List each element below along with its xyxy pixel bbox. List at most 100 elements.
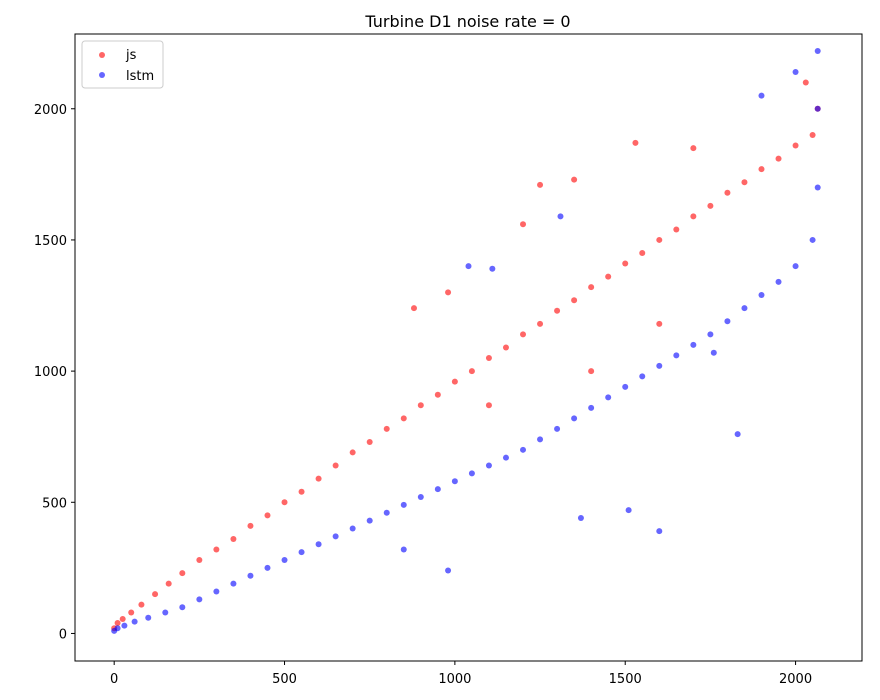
- series-js: [111, 79, 821, 632]
- data-point-lstm: [247, 572, 254, 579]
- data-point-lstm: [690, 341, 697, 348]
- data-point-lstm: [434, 486, 441, 493]
- data-point-js: [400, 415, 407, 422]
- data-point-js: [656, 320, 663, 327]
- data-point-lstm: [162, 609, 169, 616]
- data-point-lstm: [625, 507, 632, 514]
- data-point-lstm: [814, 48, 821, 55]
- data-point-js: [707, 202, 714, 209]
- data-point-js: [554, 307, 561, 314]
- data-point-lstm: [264, 564, 271, 571]
- data-point-lstm: [196, 596, 203, 603]
- data-point-lstm: [281, 556, 288, 563]
- data-point-js: [230, 536, 237, 543]
- data-point-lstm: [121, 622, 128, 629]
- data-point-js: [349, 449, 356, 456]
- data-point-js: [114, 619, 121, 626]
- data-point-lstm: [724, 318, 731, 325]
- data-point-js: [485, 402, 492, 409]
- data-point-js: [119, 616, 126, 623]
- data-point-lstm: [741, 305, 748, 312]
- legend-label-lstm: lstm: [126, 69, 154, 84]
- legend: js lstm: [81, 40, 164, 89]
- data-point-lstm: [734, 431, 741, 438]
- data-point-lstm: [366, 517, 373, 524]
- data-point-js: [775, 155, 782, 162]
- data-point-js: [445, 289, 452, 296]
- x-tick-label: 500: [272, 672, 297, 687]
- data-point-lstm: [131, 618, 138, 625]
- data-point-js: [502, 344, 509, 351]
- data-point-js: [165, 580, 172, 587]
- data-point-lstm: [707, 331, 714, 338]
- data-point-lstm: [451, 478, 458, 485]
- x-tick-label: 1000: [438, 672, 471, 687]
- data-point-lstm: [465, 263, 472, 270]
- data-point-js: [138, 601, 145, 608]
- data-point-js: [639, 250, 646, 257]
- data-point-lstm: [489, 265, 496, 272]
- data-point-js: [622, 260, 629, 267]
- data-point-js: [468, 368, 475, 375]
- data-point-lstm: [400, 501, 407, 508]
- data-point-lstm: [145, 614, 152, 621]
- data-point-lstm: [622, 383, 629, 390]
- data-point-lstm: [588, 404, 595, 411]
- data-point-lstm: [298, 549, 305, 556]
- data-point-js: [809, 132, 816, 139]
- data-point-js: [179, 570, 186, 577]
- data-point-js: [537, 181, 544, 188]
- data-point-lstm: [332, 533, 339, 540]
- data-point-lstm: [577, 515, 584, 522]
- data-point-js: [128, 609, 135, 616]
- data-point-lstm: [520, 446, 527, 453]
- data-point-lstm: [502, 454, 509, 461]
- y-tick-label: 1000: [34, 365, 67, 380]
- data-point-lstm: [814, 105, 821, 112]
- legend-label-js: js: [125, 48, 137, 63]
- data-point-js: [281, 499, 288, 506]
- series-lstm: [111, 48, 821, 634]
- data-point-lstm: [557, 213, 564, 220]
- data-point-js: [588, 368, 595, 375]
- data-point-js: [451, 378, 458, 385]
- data-point-lstm: [758, 292, 765, 299]
- data-point-lstm: [213, 588, 220, 595]
- data-point-js: [264, 512, 271, 519]
- data-point-js: [298, 488, 305, 495]
- y-tick-label: 1500: [34, 234, 67, 249]
- y-tick-label: 500: [42, 496, 67, 511]
- data-point-lstm: [114, 625, 121, 632]
- data-point-lstm: [605, 394, 612, 401]
- data-point-js: [792, 142, 799, 149]
- data-point-lstm: [485, 462, 492, 469]
- data-point-lstm: [639, 373, 646, 380]
- data-point-js: [802, 79, 809, 86]
- points-layer: [111, 48, 821, 634]
- data-point-js: [520, 221, 527, 228]
- data-point-js: [315, 475, 322, 482]
- data-point-lstm: [400, 546, 407, 553]
- data-point-lstm: [445, 567, 452, 574]
- data-point-js: [571, 176, 578, 183]
- data-point-lstm: [710, 349, 717, 356]
- data-point-lstm: [758, 92, 765, 99]
- data-point-js: [520, 331, 527, 338]
- data-point-js: [383, 425, 390, 432]
- legend-marker-js: [99, 52, 105, 58]
- plot-frame: [74, 33, 863, 662]
- data-point-js: [673, 226, 680, 233]
- data-point-js: [741, 179, 748, 186]
- data-point-js: [605, 273, 612, 280]
- data-point-js: [410, 305, 417, 312]
- data-point-js: [366, 438, 373, 445]
- y-tick-label: 0: [59, 627, 67, 642]
- data-point-js: [656, 236, 663, 243]
- data-point-lstm: [315, 541, 322, 548]
- data-point-lstm: [571, 415, 578, 422]
- data-point-lstm: [468, 470, 475, 477]
- data-point-js: [152, 591, 159, 598]
- data-point-lstm: [656, 528, 663, 535]
- data-point-js: [247, 522, 254, 529]
